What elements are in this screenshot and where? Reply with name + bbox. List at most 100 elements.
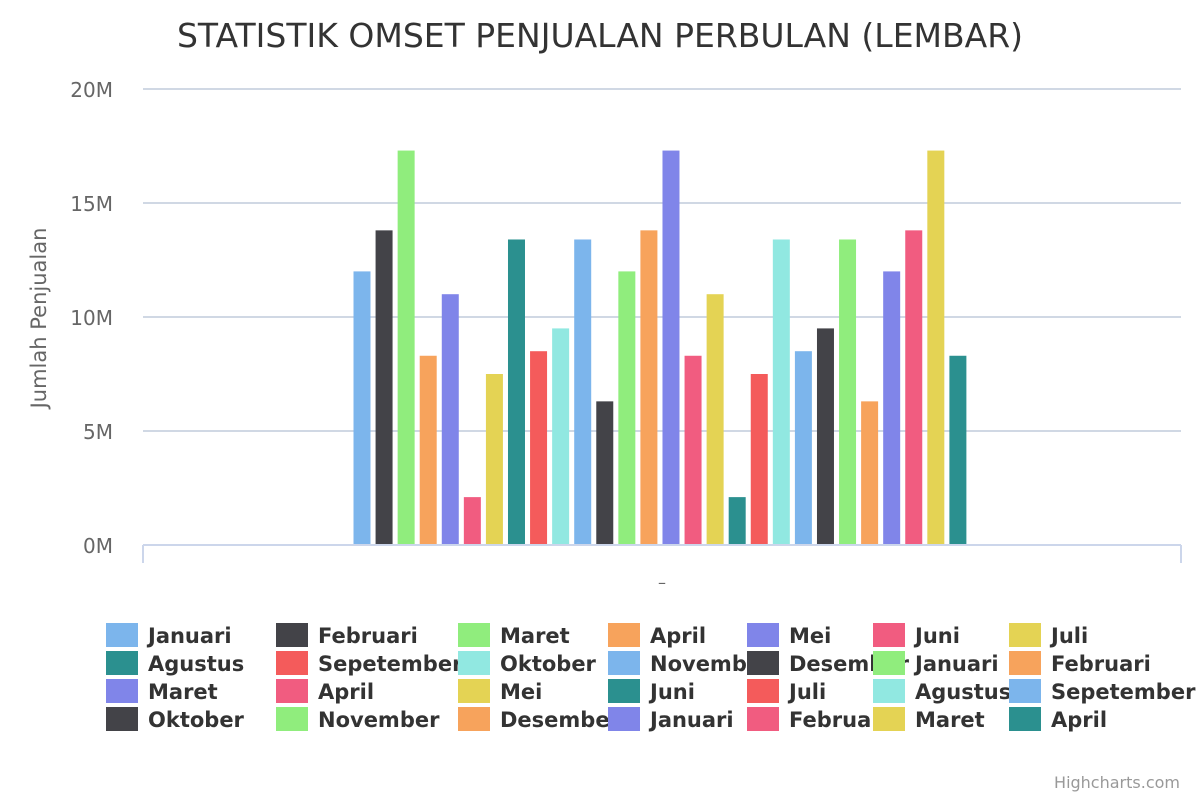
- legend-item[interactable]: Maret: [873, 707, 985, 732]
- credits-link[interactable]: Highcharts.com: [1054, 773, 1180, 792]
- bar[interactable]: [507, 239, 525, 546]
- bar[interactable]: [728, 497, 746, 545]
- legend-item[interactable]: Maret: [106, 679, 218, 704]
- legend-swatch: [1009, 651, 1041, 675]
- bar[interactable]: [640, 230, 658, 546]
- legend-label: April: [318, 680, 374, 704]
- legend-item[interactable]: Oktober: [458, 651, 597, 676]
- legend-label: Maret: [500, 624, 570, 648]
- legend-item[interactable]: Januari: [873, 651, 999, 676]
- legend-swatch: [1009, 623, 1041, 647]
- bar[interactable]: [750, 374, 768, 545]
- legend-item[interactable]: Agustus: [873, 679, 1011, 704]
- bar[interactable]: [574, 239, 592, 546]
- bar[interactable]: [706, 294, 724, 545]
- bar[interactable]: [949, 355, 967, 545]
- bars: [353, 150, 967, 546]
- legend-item[interactable]: Mei: [747, 623, 831, 648]
- legend-item[interactable]: Desember: [458, 707, 621, 732]
- legend-item[interactable]: Juni: [873, 623, 960, 648]
- legend-item[interactable]: April: [276, 679, 374, 704]
- legend-label: Juli: [787, 680, 826, 704]
- legend-swatch: [458, 707, 490, 731]
- legend-item[interactable]: Februari: [747, 707, 889, 732]
- legend-swatch: [608, 623, 640, 647]
- bar[interactable]: [684, 355, 702, 545]
- bar[interactable]: [662, 150, 680, 545]
- legend-swatch: [106, 623, 138, 647]
- bar[interactable]: [353, 271, 371, 545]
- y-axis-title: Jumlah Penjualan: [27, 228, 51, 411]
- legend-swatch: [873, 679, 905, 703]
- bar[interactable]: [397, 150, 415, 545]
- bar[interactable]: [463, 497, 481, 545]
- bar[interactable]: [794, 351, 812, 545]
- x-axis: –: [142, 544, 1182, 592]
- legend-label: April: [650, 624, 706, 648]
- legend-item[interactable]: Juli: [747, 679, 826, 704]
- legend-label: Sepetember: [1051, 680, 1196, 704]
- legend-swatch: [608, 707, 640, 731]
- legend-label: Juli: [1049, 624, 1088, 648]
- legend-label: Februari: [318, 624, 418, 648]
- y-tick-label: 5M: [83, 420, 113, 444]
- legend-label: Februari: [789, 708, 889, 732]
- bar[interactable]: [927, 150, 945, 545]
- bar[interactable]: [530, 351, 548, 545]
- legend-swatch: [458, 651, 490, 675]
- bar[interactable]: [441, 294, 459, 545]
- bar[interactable]: [861, 401, 879, 545]
- legend-swatch: [747, 651, 779, 675]
- legend-item[interactable]: Juni: [608, 679, 695, 704]
- legend-swatch: [747, 707, 779, 731]
- legend-item[interactable]: Februari: [1009, 651, 1151, 676]
- legend-label: Juni: [648, 680, 695, 704]
- legend-item[interactable]: Mei: [458, 679, 542, 704]
- legend-item[interactable]: November: [276, 707, 440, 732]
- legend-item[interactable]: Januari: [608, 707, 734, 732]
- legend-label: Februari: [1051, 652, 1151, 676]
- legend-swatch: [747, 679, 779, 703]
- bar[interactable]: [772, 239, 790, 546]
- legend-label: Mei: [500, 680, 542, 704]
- legend-item[interactable]: April: [608, 623, 706, 648]
- legend-item[interactable]: Januari: [106, 623, 232, 648]
- bar[interactable]: [485, 374, 503, 545]
- legend-swatch: [608, 651, 640, 675]
- legend-item[interactable]: Maret: [458, 623, 570, 648]
- y-tick-label: 10M: [70, 306, 113, 330]
- legend-swatch: [276, 623, 308, 647]
- legend-swatch: [276, 707, 308, 731]
- legend-swatch: [106, 679, 138, 703]
- legend-label: Agustus: [148, 652, 244, 676]
- legend-item[interactable]: Agustus: [106, 651, 244, 676]
- legend-label: Maret: [915, 708, 985, 732]
- legend-label: April: [1051, 708, 1107, 732]
- y-axis-ticks: 0M 5M 10M 15M 20M: [70, 78, 113, 558]
- legend-label: Agustus: [915, 680, 1011, 704]
- legend-item[interactable]: Februari: [276, 623, 418, 648]
- legend-swatch: [106, 707, 138, 731]
- bar[interactable]: [816, 328, 834, 545]
- bar[interactable]: [596, 401, 614, 545]
- bar[interactable]: [905, 230, 923, 546]
- bar[interactable]: [375, 230, 393, 546]
- bar[interactable]: [552, 328, 570, 545]
- legend-item[interactable]: Sepetember: [276, 651, 463, 676]
- legend-item[interactable]: Juli: [1009, 623, 1088, 648]
- legend-label: Januari: [648, 708, 734, 732]
- legend-item[interactable]: Oktober: [106, 707, 245, 732]
- bar[interactable]: [883, 271, 901, 545]
- legend-item[interactable]: April: [1009, 707, 1107, 732]
- bar[interactable]: [618, 271, 636, 545]
- bar[interactable]: [419, 355, 437, 545]
- legend-swatch: [873, 623, 905, 647]
- legend-swatch: [276, 651, 308, 675]
- legend-label: Desember: [500, 708, 621, 732]
- bar[interactable]: [839, 239, 857, 546]
- legend-item[interactable]: Sepetember: [1009, 679, 1196, 704]
- legend-swatch: [276, 679, 308, 703]
- y-tick-label: 15M: [70, 192, 113, 216]
